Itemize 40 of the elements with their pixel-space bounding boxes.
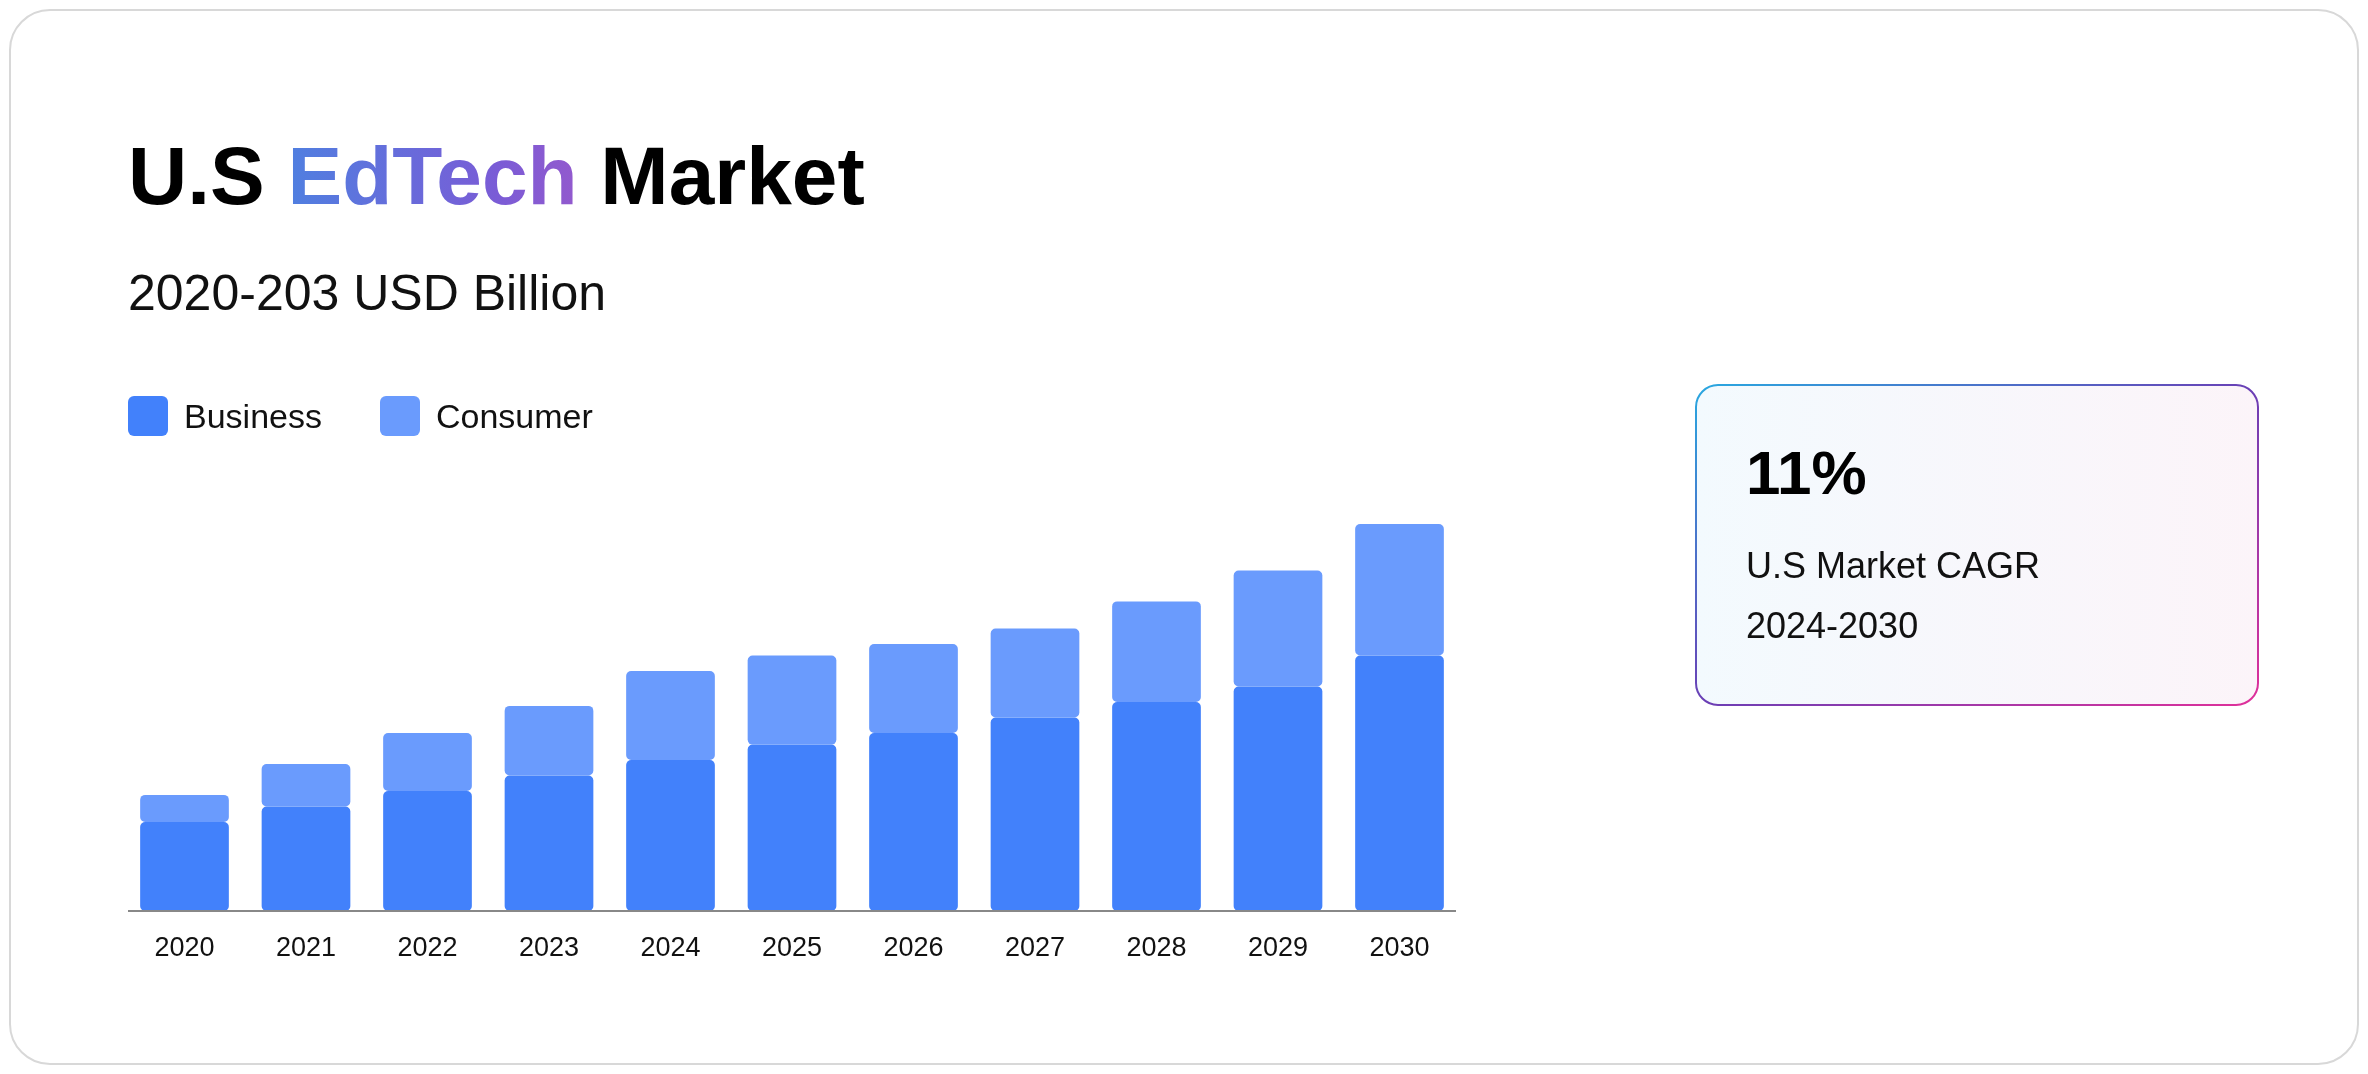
legend-label: Business [184, 397, 322, 435]
x-tick-label: 2026 [883, 932, 944, 962]
x-tick-label: 2022 [397, 932, 458, 962]
bar [261, 763, 351, 807]
bar [869, 732, 958, 911]
bar [990, 717, 1080, 911]
bar [261, 806, 351, 911]
bar [990, 628, 1080, 718]
bar [1112, 702, 1201, 911]
bar [504, 705, 594, 776]
bar [140, 794, 229, 822]
bar [504, 775, 594, 911]
chart-title: U.S EdTech Market [128, 130, 865, 221]
bar [140, 821, 229, 911]
bar [869, 643, 958, 733]
bar [747, 744, 837, 911]
bar [626, 760, 715, 911]
bar [1233, 686, 1323, 911]
x-tick-label: 2024 [640, 932, 701, 962]
legend-label: Consumer [436, 397, 593, 435]
x-tick-label: 2020 [154, 932, 215, 962]
text: 11% [1746, 438, 1867, 507]
x-tick-label: 2029 [1247, 932, 1309, 962]
chart-subtitle: 2020-203 USD Billion [128, 265, 607, 321]
bar [1233, 570, 1323, 687]
x-tick-label: 2025 [761, 932, 823, 962]
x-tick-label: 2023 [518, 932, 580, 962]
x-tick-label: 2021 [275, 932, 337, 962]
bar [747, 655, 837, 745]
bar [1112, 601, 1201, 703]
bar [626, 671, 715, 761]
text: 2024-2030 [1746, 605, 1919, 646]
x-tick-label: 2028 [1126, 932, 1187, 962]
x-tick-label: 2030 [1369, 932, 1430, 962]
text: U.S Market CAGR [1746, 545, 2041, 586]
bar [383, 791, 472, 911]
bar [1355, 524, 1444, 656]
bar [383, 732, 472, 792]
bar [1355, 655, 1444, 911]
x-tick-label: 2027 [1004, 932, 1066, 962]
